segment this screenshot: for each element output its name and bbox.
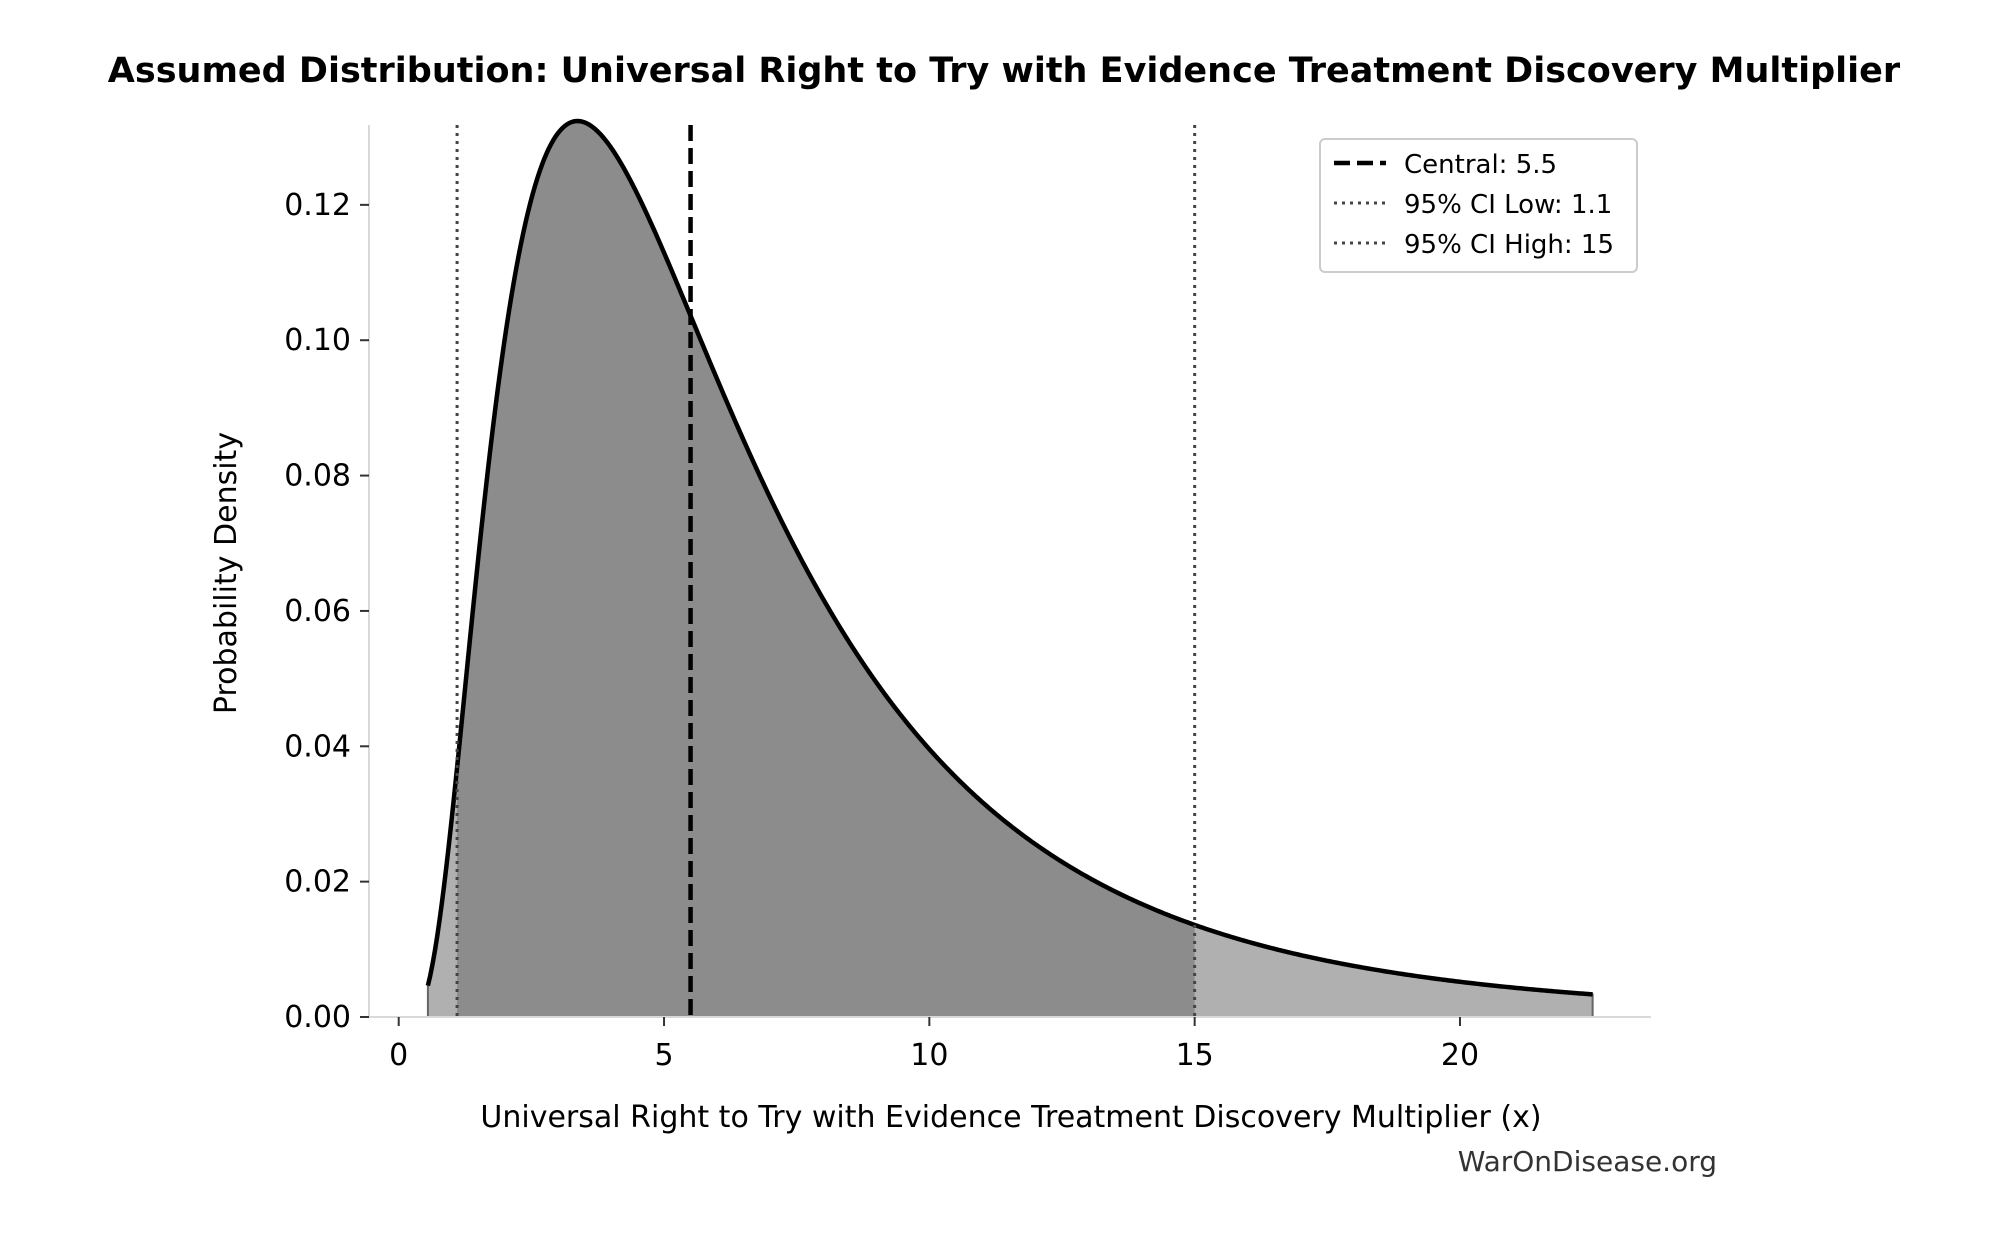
legend-label-0: Central: 5.5 [1404, 150, 1557, 180]
x-tick-label: 20 [1441, 1038, 1479, 1073]
legend: Central: 5.5 95% CI Low: 1.1 95% CI High: … [1319, 138, 1638, 273]
axes: 0 5 10 15 20 0.00 0.02 0.04 0.06 0.08 0.10 0.12 [284, 125, 1651, 1073]
y-tick-label: 0.10 [284, 323, 351, 358]
x-axis-label: Universal Right to Try with Evidence Tre… [480, 1100, 1541, 1135]
y-tick-label: 0.08 [284, 459, 351, 494]
y-tick-label: 0.00 [284, 1000, 351, 1035]
y-tick-label: 0.04 [284, 729, 351, 764]
x-tick-label: 10 [910, 1038, 948, 1073]
legend-label-1: 95% CI Low: 1.1 [1404, 190, 1612, 220]
y-tick-label: 0.06 [284, 594, 351, 629]
legend-box [1319, 138, 1638, 273]
plot-area [425, 118, 1594, 1018]
x-tick-label: 5 [654, 1038, 673, 1073]
x-tick-label: 0 [389, 1038, 408, 1073]
attribution-text: WarOnDisease.org [1458, 1145, 1717, 1178]
y-tick-label: 0.12 [284, 188, 351, 223]
density-curve [425, 118, 1593, 997]
legend-label-2: 95% CI High: 15 [1404, 230, 1614, 260]
y-axis-label: Probability Density [209, 432, 244, 714]
chart-title: Assumed Distribution: Universal Right to… [108, 51, 1901, 91]
x-tick-label: 15 [1176, 1038, 1214, 1073]
y-tick-label: 0.02 [284, 865, 351, 900]
ci-area [457, 121, 1195, 1017]
